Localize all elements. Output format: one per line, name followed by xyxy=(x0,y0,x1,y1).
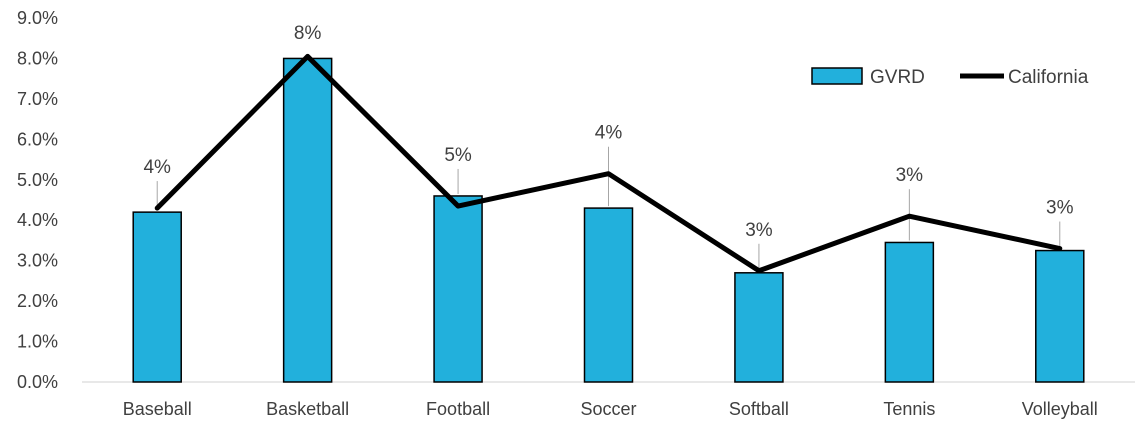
x-tick-label: Volleyball xyxy=(1022,399,1098,419)
data-label: 3% xyxy=(1046,198,1074,219)
y-tick-label: 2.0% xyxy=(17,291,58,311)
line-california xyxy=(154,53,1063,274)
data-label: 4% xyxy=(143,157,171,178)
legend: GVRD California xyxy=(811,67,1089,88)
legend-swatch-gvrd xyxy=(811,67,863,85)
y-tick-label: 3.0% xyxy=(17,251,58,271)
data-label: 4% xyxy=(595,123,623,144)
y-tick-label: 7.0% xyxy=(17,89,58,109)
bar xyxy=(1035,249,1085,383)
y-tick-label: 8.0% xyxy=(17,48,58,68)
y-tick-label: 6.0% xyxy=(17,129,58,149)
data-label: 8% xyxy=(294,23,322,44)
y-tick-label: 0.0% xyxy=(17,372,58,392)
bar xyxy=(734,272,784,383)
data-label: 3% xyxy=(745,220,773,241)
data-label: 5% xyxy=(444,145,472,166)
y-tick-label: 4.0% xyxy=(17,210,58,230)
data-labels: 4% 8% 5% 4% 3% 3% 3% xyxy=(143,23,1073,241)
legend-label-california: California xyxy=(1008,67,1089,88)
x-tick-label: Basketball xyxy=(266,399,349,419)
legend-label-gvrd: GVRD xyxy=(870,67,925,88)
x-tick-label: Tennis xyxy=(883,399,935,419)
x-tick-label: Football xyxy=(426,399,490,419)
bar xyxy=(433,195,483,383)
data-label: 3% xyxy=(896,165,924,186)
y-tick-label: 9.0% xyxy=(17,8,58,28)
x-tick-label: Baseball xyxy=(123,399,192,419)
bar xyxy=(282,57,333,383)
line-series xyxy=(154,53,1063,274)
y-tick-label: 1.0% xyxy=(17,332,58,352)
bars xyxy=(132,57,1085,383)
bar xyxy=(132,211,182,383)
bar xyxy=(583,207,634,383)
bar xyxy=(884,241,935,383)
x-tick-label: Softball xyxy=(729,399,789,419)
y-tick-label: 5.0% xyxy=(17,170,58,190)
axes: 0.0% 1.0% 2.0% 3.0% 4.0% 5.0% 6.0% 7.0% 8.0% 9.0%… xyxy=(17,8,1135,419)
x-tick-label: Soccer xyxy=(580,399,636,419)
